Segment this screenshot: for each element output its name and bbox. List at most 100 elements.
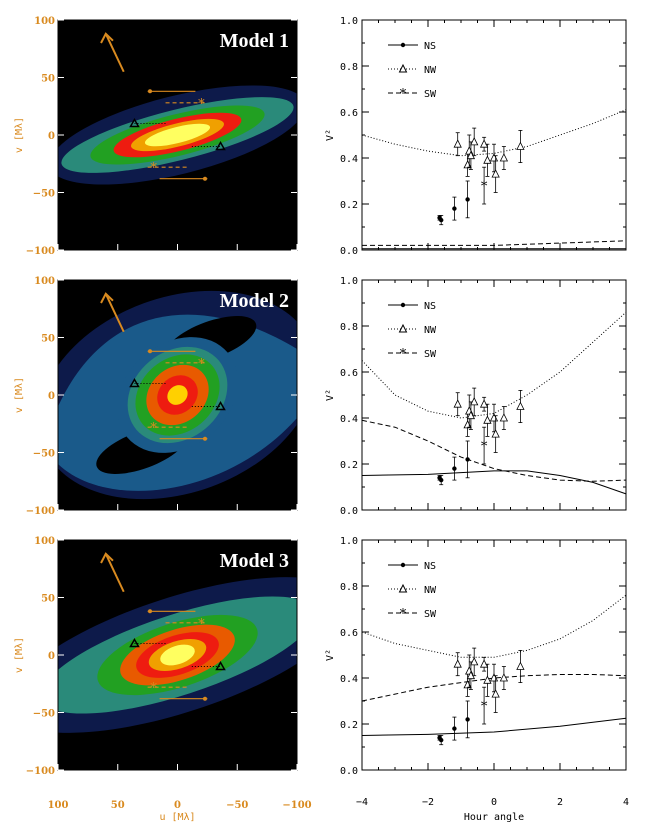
legend: NS NW * SW	[388, 41, 437, 102]
model-curve-sw	[362, 240, 627, 246]
y-tick-label: 1.0	[340, 16, 358, 27]
data-point-nw	[479, 659, 489, 668]
v2-frame	[361, 539, 627, 771]
data-point-nw	[466, 670, 476, 680]
north-arrow	[104, 553, 125, 593]
data-point-nw	[466, 150, 476, 160]
x-tick-label: 0	[491, 797, 497, 808]
contour-level	[167, 385, 188, 405]
uv-point	[202, 696, 207, 701]
model-curve-nw	[361, 109, 627, 157]
data-point-sw: *	[481, 700, 488, 715]
north-arrow-head	[100, 292, 114, 304]
y-tick-label: 0.2	[340, 200, 358, 211]
model-title: Model 3	[220, 550, 289, 572]
data-point-ns	[452, 206, 457, 211]
y-axis-label: v [Mλ]	[14, 637, 25, 673]
data-point-nw	[453, 399, 462, 408]
y-axis-label: V²	[325, 649, 336, 661]
y-tick-label: 0.2	[340, 720, 358, 731]
y-tick-label: 0.6	[340, 368, 358, 379]
legend-label-sw: SW	[424, 349, 437, 360]
y-tick-label: 0.0	[340, 766, 358, 777]
data-point-sw: *	[481, 440, 488, 455]
legend-marker-dot	[400, 562, 406, 568]
legend: NS NW * SW	[388, 561, 437, 622]
y-tick-label: 0	[48, 651, 55, 662]
uv-point	[202, 176, 207, 181]
y-tick-label: 0.0	[340, 246, 358, 257]
x-tick-label: −50	[226, 800, 248, 811]
y-axis-label: V²	[325, 389, 336, 401]
legend-marker-asterisk: *	[400, 347, 407, 362]
y-tick-label: −50	[33, 189, 55, 200]
y-tick-label: 0.4	[340, 414, 358, 425]
y-tick-label: 0.8	[340, 62, 358, 73]
legend-marker-asterisk: *	[400, 607, 407, 622]
legend-label-ns: NS	[424, 41, 436, 52]
contour-level	[144, 123, 211, 147]
y-tick-label: −100	[26, 766, 55, 777]
x-axis-label: u [Mλ]	[159, 812, 195, 823]
data-point-nw	[499, 413, 509, 422]
y-axis-label: v [Mλ]	[14, 377, 25, 413]
uv-triangle	[215, 660, 226, 671]
y-axis-label: v [Mλ]	[14, 117, 25, 153]
uv-triangle	[215, 400, 226, 411]
legend-label-ns: NS	[424, 561, 436, 572]
v2-frame	[361, 19, 627, 251]
v2-frame	[361, 279, 627, 511]
model-curve-ns	[361, 717, 627, 736]
data-point-nw	[470, 137, 479, 146]
north-arrow	[104, 293, 125, 333]
data-point-ns	[439, 477, 444, 483]
x-tick-label: 100	[48, 800, 69, 811]
data-point-sw: *	[481, 180, 488, 195]
data-point-nw	[516, 141, 525, 150]
y-tick-label: 50	[41, 334, 55, 345]
contour-group: **	[58, 290, 297, 500]
y-tick-label: 0	[48, 391, 55, 402]
data-point-ns	[452, 726, 457, 731]
y-tick-label: 100	[34, 276, 55, 287]
x-tick-label: 50	[111, 800, 125, 811]
data-point-ns	[465, 457, 470, 462]
y-tick-label: 0.4	[340, 154, 358, 165]
uv-asterisk: *	[150, 421, 157, 436]
data-point-nw	[491, 169, 500, 178]
uv-point	[148, 609, 153, 614]
model-title: Model 2	[220, 290, 289, 312]
uv-point	[148, 89, 153, 94]
data-point-ns	[465, 717, 470, 722]
y-tick-label: 50	[41, 74, 55, 85]
data-point-nw	[483, 675, 492, 684]
north-arrow-head	[100, 552, 114, 564]
data-point-nw	[516, 401, 525, 410]
data-point-nw	[499, 153, 509, 162]
data-point-nw	[479, 139, 489, 148]
x-tick-label: −2	[422, 797, 434, 808]
y-axis-label: V²	[325, 129, 336, 141]
y-tick-label: 50	[41, 594, 55, 605]
legend-label-nw: NW	[424, 585, 437, 596]
x-tick-label: 0	[174, 800, 181, 811]
y-tick-label: −50	[33, 709, 55, 720]
contour-group: **	[58, 85, 297, 185]
y-tick-label: 0.8	[340, 322, 358, 333]
north-arrow-head	[100, 32, 114, 44]
x-tick-label: −100	[282, 800, 311, 811]
y-tick-label: 100	[34, 16, 55, 27]
uv-triangle	[129, 377, 140, 388]
y-tick-label: 0.8	[340, 582, 358, 593]
v2-panel-1: 0.0 0.2 0.4 0.6 0.8 1.0 V² * NS NW * SW	[325, 16, 627, 257]
uv-asterisk: *	[198, 617, 205, 632]
legend-label-ns: NS	[424, 301, 436, 312]
legend-marker-triangle	[398, 583, 408, 593]
legend-label-nw: NW	[424, 325, 437, 336]
legend-marker-triangle	[398, 63, 408, 73]
y-tick-label: 0.6	[340, 108, 358, 119]
y-tick-label: −100	[26, 506, 55, 517]
data-point-nw	[466, 410, 476, 420]
